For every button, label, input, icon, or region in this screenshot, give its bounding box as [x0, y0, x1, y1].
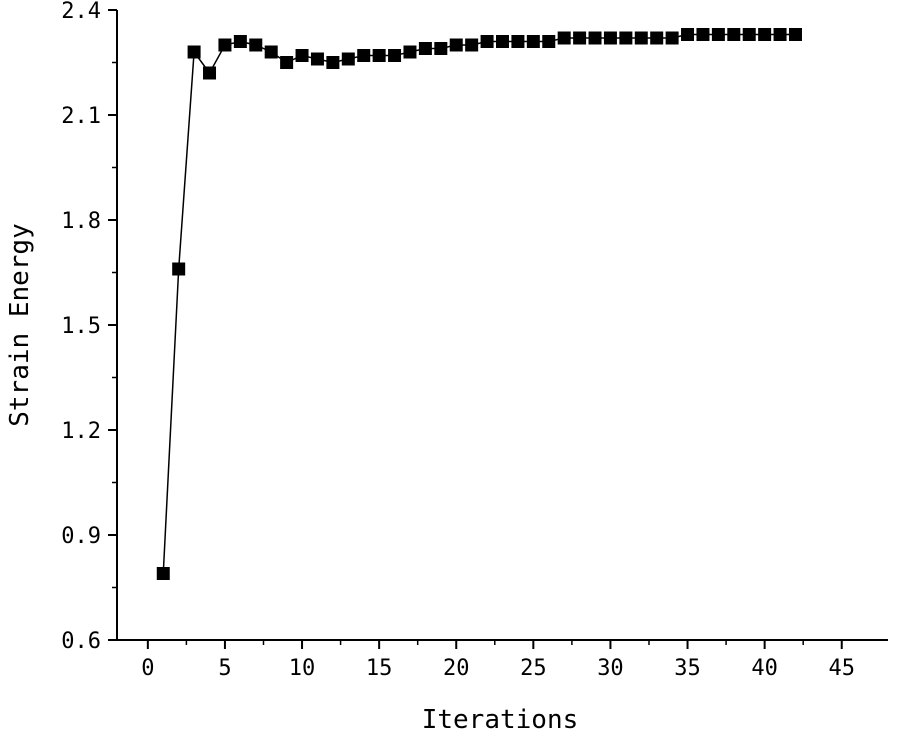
- data-point: [310, 52, 324, 66]
- data-point: [233, 35, 247, 48]
- data-point: [773, 28, 787, 41]
- data-point: [187, 45, 201, 59]
- data-point: [588, 31, 602, 45]
- y-tick-label: 0.9: [61, 524, 101, 549]
- data-point: [418, 42, 432, 55]
- data-point: [172, 262, 186, 276]
- data-point: [449, 38, 463, 52]
- y-tick-label: 1.5: [61, 314, 101, 339]
- data-point: [758, 28, 772, 41]
- y-axis-title: Strain Energy: [5, 223, 35, 427]
- x-tick-label: 5: [218, 656, 231, 681]
- data-point: [542, 35, 556, 48]
- data-point: [434, 42, 448, 55]
- data-point: [249, 38, 263, 52]
- x-tick-label: 15: [366, 656, 393, 681]
- x-tick-label: 40: [751, 656, 778, 681]
- data-point: [573, 31, 587, 45]
- data-point: [742, 28, 756, 41]
- data-point: [326, 56, 340, 69]
- data-point: [665, 31, 679, 45]
- data-point: [526, 35, 540, 48]
- x-tick-label: 30: [597, 656, 624, 681]
- data-point: [203, 66, 217, 80]
- x-tick-label: 25: [520, 656, 547, 681]
- data-point: [788, 28, 802, 41]
- data-point: [218, 38, 232, 52]
- data-point: [634, 31, 648, 45]
- axes: [116, 10, 888, 641]
- data-point: [280, 56, 294, 69]
- x-axis-ticks: 0 5 10 15 20 25 30 35 40 45: [141, 640, 855, 681]
- data-point: [557, 31, 571, 45]
- data-point: [696, 28, 710, 41]
- y-tick-label: 0.6: [61, 629, 101, 654]
- plot-area: [156, 28, 802, 580]
- data-point: [711, 28, 725, 41]
- x-axis-title: Iterations: [422, 705, 579, 735]
- data-point: [388, 49, 402, 62]
- x-tick-label: 0: [141, 656, 154, 681]
- x-tick-label: 35: [674, 656, 701, 681]
- data-point: [156, 567, 170, 580]
- data-point: [295, 49, 309, 62]
- data-point: [650, 31, 664, 45]
- data-point: [619, 31, 633, 45]
- data-point: [681, 28, 695, 41]
- data-point: [372, 49, 386, 62]
- data-point: [496, 35, 509, 48]
- y-tick-label: 1.8: [61, 209, 101, 234]
- y-tick-label: 2.4: [61, 0, 101, 24]
- x-tick-label: 10: [289, 656, 316, 681]
- y-tick-label: 2.1: [61, 104, 101, 129]
- y-tick-label: 1.2: [61, 419, 101, 444]
- data-point: [341, 52, 355, 66]
- data-point: [480, 35, 494, 48]
- data-point: [603, 31, 617, 45]
- data-point: [511, 35, 525, 48]
- data-point: [403, 45, 417, 59]
- data-point: [465, 38, 479, 52]
- series-line: [162, 33, 796, 574]
- y-axis-ticks: 0.6 0.9 1.2 1.5 1.8 2.1 2.4: [61, 0, 117, 654]
- x-tick-label: 45: [828, 656, 855, 681]
- data-point: [357, 49, 371, 62]
- data-point: [727, 28, 741, 41]
- data-point: [264, 45, 278, 59]
- x-tick-label: 20: [443, 656, 470, 681]
